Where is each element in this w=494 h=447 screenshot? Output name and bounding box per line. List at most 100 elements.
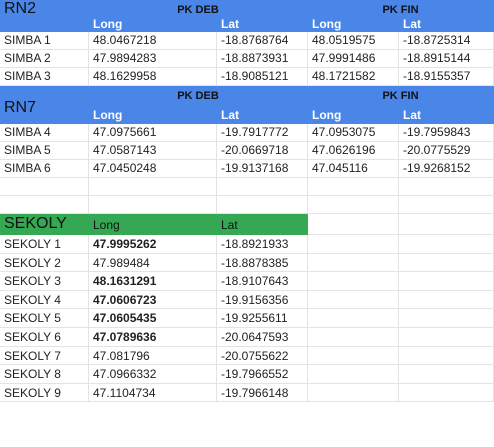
- empty-cell[interactable]: [308, 383, 399, 403]
- rn7-header-fin-long[interactable]: Long: [308, 104, 399, 124]
- long-cell[interactable]: 47.0606723: [89, 290, 217, 310]
- rn7-group-pk-deb[interactable]: PK DEB: [89, 86, 308, 104]
- empty-cell[interactable]: [399, 365, 494, 384]
- rn2-header-fin-lat[interactable]: Lat: [399, 18, 494, 32]
- sekoly-header-lat[interactable]: Lat: [217, 214, 308, 235]
- row-name[interactable]: SEKOLY 4: [0, 290, 89, 310]
- lat-cell[interactable]: -18.9107643: [217, 272, 308, 291]
- empty-cell[interactable]: [0, 196, 89, 214]
- empty-cell[interactable]: [308, 196, 399, 214]
- fin-lat-cell[interactable]: -18.8725314: [399, 32, 494, 50]
- long-cell[interactable]: 47.9995262: [89, 235, 217, 254]
- lat-cell[interactable]: -20.0647593: [217, 328, 308, 347]
- empty-cell[interactable]: [399, 214, 494, 235]
- long-cell[interactable]: 47.081796: [89, 346, 217, 366]
- rn2-section-label[interactable]: RN2: [0, 0, 89, 18]
- empty-cell[interactable]: [308, 365, 399, 384]
- rn7-header-fin-lat[interactable]: Lat: [399, 104, 494, 124]
- long-cell[interactable]: 48.1631291: [89, 272, 217, 291]
- empty-cell[interactable]: [308, 253, 399, 273]
- empty-cell[interactable]: [399, 346, 494, 366]
- deb-long-cell[interactable]: 47.0587143: [89, 142, 217, 160]
- empty-cell[interactable]: [308, 309, 399, 328]
- row-name[interactable]: SEKOLY 8: [0, 365, 89, 384]
- row-name[interactable]: SEKOLY 1: [0, 235, 89, 254]
- row-name[interactable]: SEKOLY 2: [0, 253, 89, 273]
- fin-lat-cell[interactable]: -20.0775529: [399, 142, 494, 160]
- fin-lat-cell[interactable]: -18.8915144: [399, 50, 494, 68]
- fin-lat-cell[interactable]: -19.7959843: [399, 124, 494, 142]
- long-cell[interactable]: 47.0966332: [89, 365, 217, 384]
- empty-cell[interactable]: [217, 178, 308, 196]
- deb-lat-cell[interactable]: -18.8873931: [217, 50, 308, 68]
- empty-cell[interactable]: [89, 178, 217, 196]
- fin-long-cell[interactable]: 47.045116: [308, 160, 399, 178]
- empty-cell[interactable]: [308, 214, 399, 235]
- lat-cell[interactable]: -19.9156356: [217, 290, 308, 310]
- empty-cell[interactable]: [89, 196, 217, 214]
- rn7-header-deb-long[interactable]: Long: [89, 104, 217, 124]
- lat-cell[interactable]: -19.7966148: [217, 383, 308, 403]
- row-name[interactable]: SIMBA 3: [0, 68, 89, 86]
- long-cell[interactable]: 47.0789636: [89, 328, 217, 347]
- empty-cell[interactable]: [399, 309, 494, 328]
- row-name[interactable]: SIMBA 5: [0, 142, 89, 160]
- rn2-header-deb-lat[interactable]: Lat: [217, 18, 308, 32]
- empty-cell[interactable]: [308, 235, 399, 254]
- fin-long-cell[interactable]: 47.9991486: [308, 50, 399, 68]
- sekoly-header-long[interactable]: Long: [89, 214, 217, 235]
- empty-cell[interactable]: [399, 178, 494, 196]
- empty-cell[interactable]: [399, 196, 494, 214]
- deb-long-cell[interactable]: 47.0450248: [89, 160, 217, 178]
- lat-cell[interactable]: -18.8878385: [217, 253, 308, 273]
- fin-lat-cell[interactable]: -19.9268152: [399, 160, 494, 178]
- fin-lat-cell[interactable]: -18.9155357: [399, 68, 494, 86]
- fin-long-cell[interactable]: 47.0953075: [308, 124, 399, 142]
- fin-long-cell[interactable]: 48.1721582: [308, 68, 399, 86]
- row-name[interactable]: SEKOLY 5: [0, 309, 89, 328]
- deb-lat-cell[interactable]: -19.7917772: [217, 124, 308, 142]
- lat-cell[interactable]: -19.7966552: [217, 365, 308, 384]
- row-name[interactable]: SIMBA 2: [0, 50, 89, 68]
- rn7-group-pk-fin[interactable]: PK FIN: [308, 86, 494, 104]
- deb-long-cell[interactable]: 48.0467218: [89, 32, 217, 50]
- empty-cell[interactable]: [308, 328, 399, 347]
- empty-cell[interactable]: [217, 196, 308, 214]
- deb-lat-cell[interactable]: -19.9137168: [217, 160, 308, 178]
- row-name[interactable]: SEKOLY 6: [0, 328, 89, 347]
- rn7-section-label[interactable]: RN7: [0, 100, 89, 124]
- rn2-header-fin-long[interactable]: Long: [308, 18, 399, 32]
- lat-cell[interactable]: -20.0755622: [217, 346, 308, 366]
- empty-cell[interactable]: [0, 178, 89, 196]
- lat-cell[interactable]: -19.9255611: [217, 309, 308, 328]
- rn2-group-pk-fin[interactable]: PK FIN: [308, 0, 494, 18]
- deb-lat-cell[interactable]: -18.8768764: [217, 32, 308, 50]
- row-name[interactable]: SEKOLY 9: [0, 383, 89, 403]
- rn2-group-pk-deb[interactable]: PK DEB: [89, 0, 308, 18]
- deb-long-cell[interactable]: 47.9894283: [89, 50, 217, 68]
- empty-cell[interactable]: [399, 253, 494, 273]
- empty-cell[interactable]: [399, 290, 494, 310]
- empty-cell[interactable]: [308, 178, 399, 196]
- fin-long-cell[interactable]: 47.0626196: [308, 142, 399, 160]
- row-name[interactable]: SIMBA 6: [0, 160, 89, 178]
- empty-cell[interactable]: [308, 346, 399, 366]
- empty-cell[interactable]: [308, 290, 399, 310]
- empty-cell[interactable]: [308, 272, 399, 291]
- row-name[interactable]: SIMBA 4: [0, 124, 89, 142]
- row-name[interactable]: SEKOLY 3: [0, 272, 89, 291]
- empty-cell[interactable]: [399, 383, 494, 403]
- rn2-header-blank[interactable]: [0, 18, 89, 32]
- empty-cell[interactable]: [399, 235, 494, 254]
- rn7-header-deb-lat[interactable]: Lat: [217, 104, 308, 124]
- rn2-header-deb-long[interactable]: Long: [89, 18, 217, 32]
- long-cell[interactable]: 47.1104734: [89, 383, 217, 403]
- deb-long-cell[interactable]: 47.0975661: [89, 124, 217, 142]
- deb-lat-cell[interactable]: -18.9085121: [217, 68, 308, 86]
- row-name[interactable]: SEKOLY 7: [0, 346, 89, 366]
- sekoly-section-label[interactable]: SEKOLY: [0, 214, 89, 235]
- deb-long-cell[interactable]: 48.1629958: [89, 68, 217, 86]
- row-name[interactable]: SIMBA 1: [0, 32, 89, 50]
- empty-cell[interactable]: [399, 272, 494, 291]
- long-cell[interactable]: 47.989484: [89, 253, 217, 273]
